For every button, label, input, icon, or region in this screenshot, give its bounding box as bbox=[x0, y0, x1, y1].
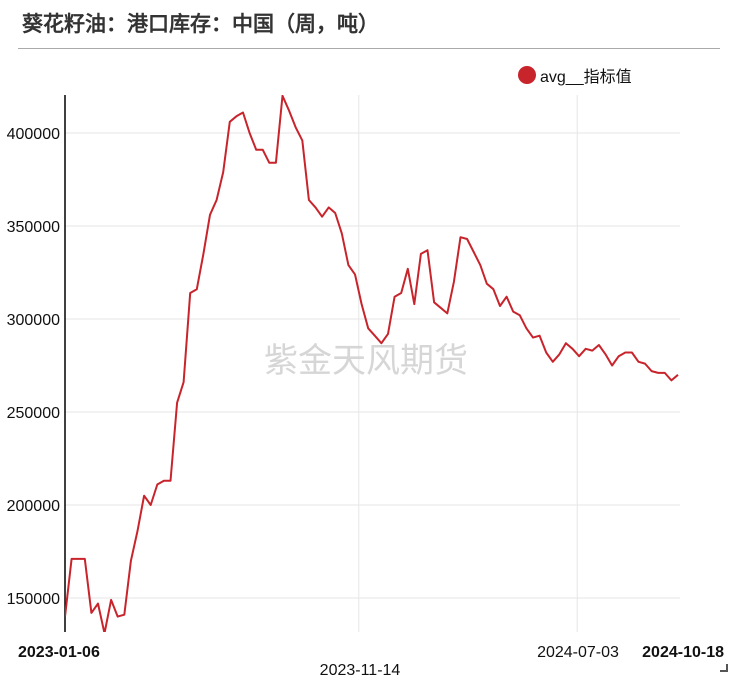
series-line-avg bbox=[65, 95, 679, 632]
y-tick-label: 150000 bbox=[7, 591, 60, 608]
x-tick-label: 2023-11-14 bbox=[320, 662, 401, 676]
legend-label: avg__指标值 bbox=[540, 69, 632, 86]
legend-marker bbox=[518, 66, 536, 84]
legend[interactable]: avg__指标值 bbox=[518, 63, 632, 87]
x-tick-label: 2023-01-06 bbox=[18, 644, 100, 661]
y-tick-label: 350000 bbox=[7, 219, 60, 236]
y-tick-label: 300000 bbox=[7, 312, 60, 329]
title-divider bbox=[18, 48, 720, 49]
y-tick-label: 250000 bbox=[7, 405, 60, 422]
y-tick-label: 400000 bbox=[7, 126, 60, 143]
y-tick-label: 200000 bbox=[7, 498, 60, 515]
x-tick-label: 2024-07-03 bbox=[537, 644, 619, 661]
chart-title: 葵花籽油：港口库存：中国（周，吨） bbox=[22, 11, 379, 36]
resize-handle-icon[interactable] bbox=[720, 664, 728, 672]
x-tick-label: 2024-10-18 bbox=[642, 644, 724, 661]
watermark: 紫金天风期货 bbox=[264, 341, 468, 381]
